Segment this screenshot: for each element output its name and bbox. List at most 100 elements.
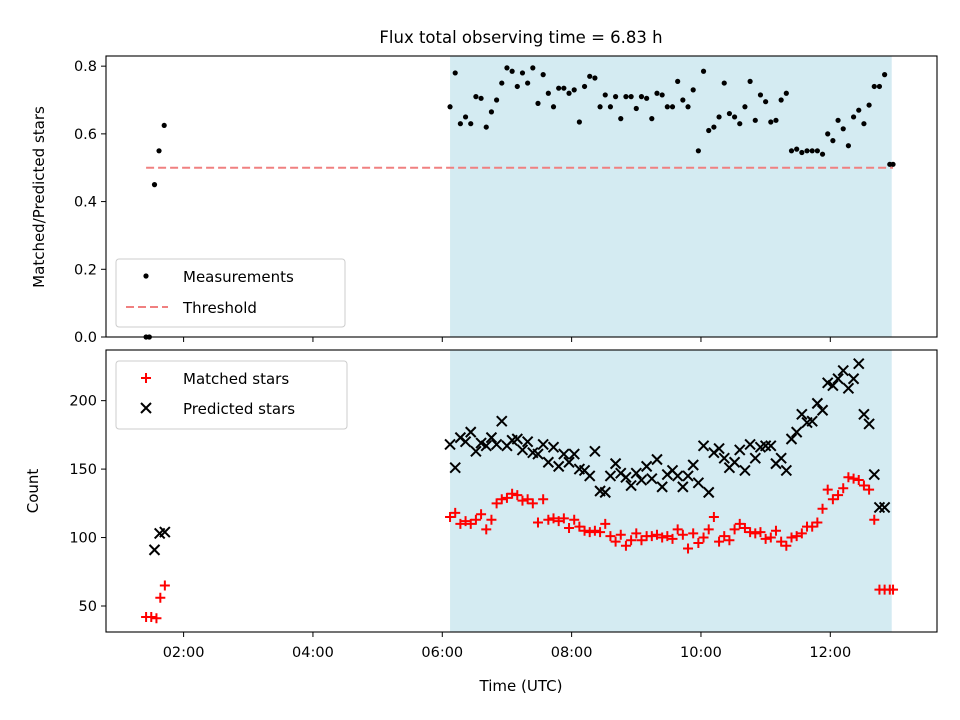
predicted-star-point [542,456,555,468]
matched-star-point [538,494,549,505]
measurement-point [556,85,562,91]
matched-star-point [703,524,714,535]
measurement-point [706,127,712,134]
x-tick-label: 10:00 [680,645,722,661]
measurement-point [612,94,619,100]
measurement-point [592,75,598,81]
measurement-point [783,90,789,96]
measurement-point [494,97,500,103]
predicted-star-point [516,444,529,456]
legend-matched-label: Matched stars [183,370,289,388]
matched-star-point [558,513,569,524]
matched-star-point [657,532,668,543]
measurement-point [566,90,572,96]
y-tick-label: 50 [79,599,97,615]
measurement-point [644,95,650,101]
matched-star-point [455,518,466,529]
measurement-point [861,121,867,127]
measurement-point [700,68,707,74]
predicted-star-point [863,418,875,430]
predicted-star-point [842,382,855,395]
matched-star-point [734,518,745,529]
predicted-star-point [620,471,632,484]
matched-star-point [470,514,481,525]
matched-star-point [755,527,766,538]
predicted-star-point [646,472,658,485]
predicted-star-point [687,459,699,471]
matched-star-point [584,527,595,538]
measurement-point [509,68,515,74]
predicted-star-point [635,474,648,486]
matched-star-point [827,494,838,505]
predicted-star-point [858,408,870,421]
predicted-star-point [811,397,824,410]
predicted-star-point [465,426,477,438]
measurement-point [788,148,795,154]
matched-star-point [724,535,735,546]
measurement-point [452,70,458,76]
measurement-point [649,116,655,122]
measurement-point [680,97,686,103]
predicted-star-point [532,448,544,460]
predicted-star-point [873,501,886,514]
measurement-point [576,119,582,125]
predicted-star-point [630,467,642,479]
predicted-star-point [759,440,772,452]
legend-measurements-marker [143,273,149,279]
matched-star-point [636,535,647,546]
measurement-point [721,80,727,86]
measurement-point [151,182,158,188]
predicted-star-point [604,470,617,482]
matched-star-point [853,475,864,486]
predicted-star-point [868,468,880,481]
matched-star-point [491,498,502,509]
matched-star-point [476,509,487,520]
measurement-point [737,121,743,127]
legend-predicted-marker [140,402,152,414]
measurement-point [850,114,857,120]
count-panel: 50 100 150 200 02:00 04:00 06:00 08:00 10:00 12:… [24,350,938,661]
measurement-point [882,72,888,78]
y-tick-label: 200 [69,394,97,410]
measurement-point [742,104,748,110]
measurement-point [156,148,162,154]
predicted-star-point [552,460,565,473]
legend-threshold-label: Threshold [182,299,257,317]
measurement-point [161,122,167,129]
measurement-point [845,143,852,149]
matched-star-point [708,512,719,523]
predicted-star-point [480,440,492,452]
legend-matched-marker [141,373,151,383]
predicted-star-point [790,426,803,438]
count-legend-box [115,360,348,430]
matched-star-point [445,512,456,523]
matched-star-point [527,498,538,509]
predicted-star-point [806,415,818,427]
predicted-star-point [775,452,787,464]
x-tick-label: 12:00 [809,645,851,661]
measurement-point [669,104,676,110]
matched-star-point [729,524,740,535]
measurement-point [731,114,738,120]
predicted-star-point [765,440,777,452]
x-axis-label: Time (UTC) [479,677,563,695]
matched-star-point [833,490,844,501]
matched-star-point [888,584,899,595]
matched-star-point [770,525,781,536]
ratio-y-ticks: 0.0 0.2 0.4 0.6 0.8 [74,59,106,346]
matched-star-point [776,536,787,547]
measurement-point [747,78,753,84]
matched-star-point [543,514,554,525]
matched-star-point [589,525,600,536]
predicted-star-point [796,408,808,421]
matched-star-point [760,533,771,544]
matched-star-point [864,484,875,495]
matched-star-point [858,480,869,491]
x-tick-label: 02:00 [163,645,205,661]
matched-star-point [719,531,730,542]
ratio-panel: 0.00.20.40.60.8 Matched/Predicted stars … [30,55,938,346]
predicted-star-point [148,544,161,556]
predicted-star-point [816,404,829,416]
measurement-point [519,70,526,76]
